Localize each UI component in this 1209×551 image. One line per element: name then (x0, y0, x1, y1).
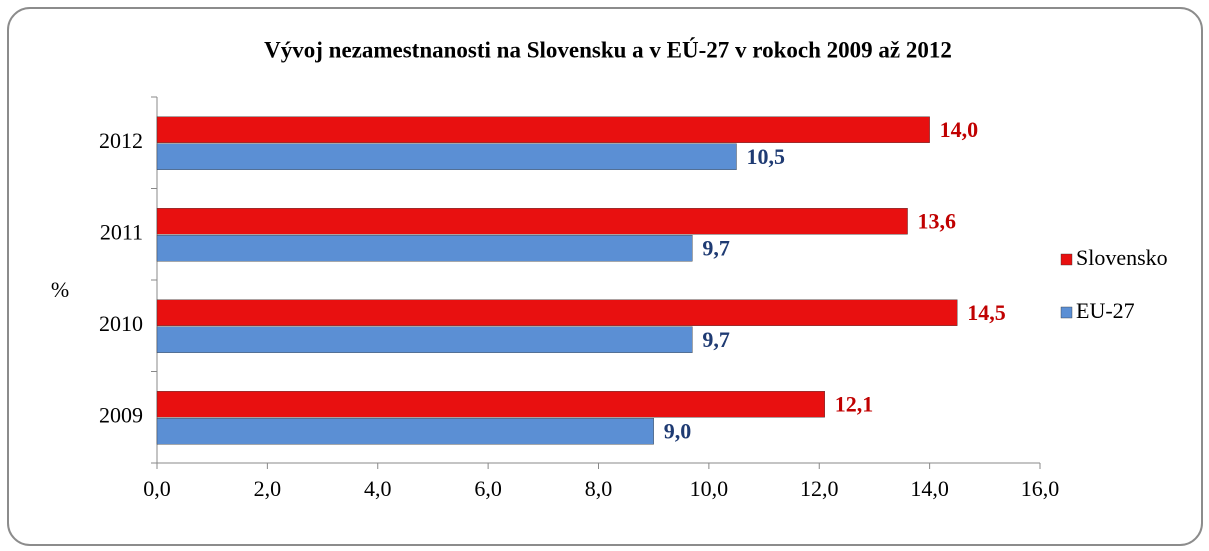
value-label: 14,0 (940, 117, 979, 142)
bar (156, 116, 930, 143)
y-tick-label: 2010 (99, 311, 143, 336)
value-label: 9,7 (702, 327, 730, 352)
y-tick-label: 2009 (99, 402, 143, 427)
y-tick-label: 2011 (100, 219, 143, 244)
x-tick-label: 10,0 (690, 476, 729, 501)
bar (156, 235, 693, 262)
value-label: 13,6 (918, 208, 957, 233)
chart-title: Vývoj nezamestnanosti na Slovensku a v E… (264, 37, 952, 62)
value-label: 14,5 (967, 300, 1006, 325)
bar (156, 326, 693, 353)
x-tick-label: 4,0 (364, 476, 392, 501)
value-label: 10,5 (746, 144, 785, 169)
legend-swatch (1060, 253, 1073, 266)
bar (156, 208, 908, 235)
legend-label: EU-27 (1076, 298, 1135, 323)
value-label: 9,0 (664, 418, 692, 443)
x-tick-label: 16,0 (1021, 476, 1060, 501)
y-tick-label: 2012 (99, 128, 143, 153)
x-tick-label: 12,0 (800, 476, 839, 501)
legend-label: Slovensko (1076, 245, 1168, 270)
bar (156, 143, 737, 170)
x-tick-label: 0,0 (143, 476, 171, 501)
legend-swatch (1060, 306, 1073, 319)
value-label: 12,1 (835, 391, 874, 416)
chart-border (7, 7, 1203, 546)
value-label: 9,7 (702, 235, 730, 260)
bar (156, 299, 958, 326)
bar (156, 418, 654, 445)
x-tick-label: 8,0 (585, 476, 613, 501)
x-tick-label: 2,0 (254, 476, 282, 501)
y-axis-label: % (51, 277, 69, 302)
x-tick-label: 6,0 (474, 476, 502, 501)
x-tick-label: 14,0 (910, 476, 949, 501)
bar (156, 391, 825, 418)
